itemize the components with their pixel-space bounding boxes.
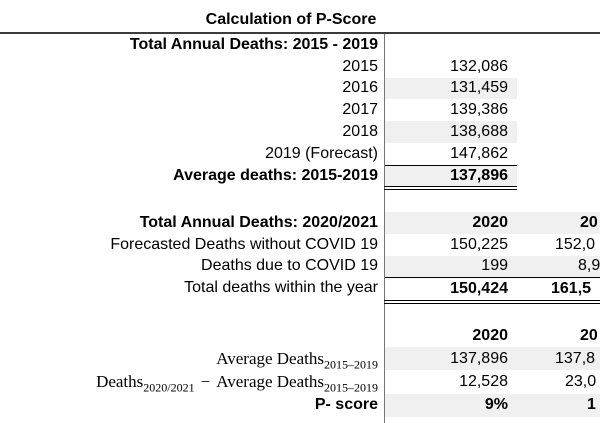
table-row: Forecasted Deaths without COVID 19 150,2… [0,234,600,256]
value-2021-cell[interactable]: 8,9 [517,255,600,278]
empty-cell[interactable] [517,121,600,143]
deaths-value-cell[interactable]: 131,459 [385,77,517,100]
year-label-cell[interactable]: 2018 [342,123,378,141]
formula-average-deaths-cell[interactable]: Average Deaths2015–2019 [0,347,385,370]
column-divider [384,34,385,423]
empty-cell[interactable] [0,324,385,347]
year-label-cell[interactable]: 2015 [342,57,378,75]
minus-operator: − [200,371,211,391]
table-row: 2016 131,459 [0,77,600,100]
average-deaths-value-cell[interactable]: 137,896 [385,164,517,187]
empty-cell[interactable] [517,165,600,187]
table-row-header: Total Annual Deaths: 2020/2021 2020 20 [0,212,600,234]
empty-cell[interactable] [517,34,600,56]
section-header-cell[interactable]: Total Annual Deaths: 2020/2021 [139,213,378,231]
p-score-2020-cell[interactable]: 9% [385,393,517,417]
table-row: Deaths2020/2021− Average Deaths2015–2019 … [0,370,600,393]
empty-cell[interactable] [517,143,600,165]
section-header-cell[interactable]: Total Annual Deaths: 2015 - 2019 [129,35,378,53]
total-2020-cell[interactable]: 150,424 [385,277,517,299]
formula-excess-deaths-cell[interactable]: Deaths2020/2021− Average Deaths2015–2019 [0,370,385,393]
sheet-title: Calculation of P-Score [205,11,377,28]
p-score-label-cell[interactable]: P- score [314,396,378,414]
formula-text: Average Deaths2015–2019 [216,348,378,371]
table-row-total: Average deaths: 2015-2019 137,896 [0,164,600,187]
empty-cell[interactable] [517,99,600,121]
table-row: 2015 132,086 [0,56,600,78]
row-label-cell[interactable]: Deaths due to COVID 19 [201,257,378,275]
deaths-value-cell[interactable]: 138,688 [385,121,517,143]
deaths-value-cell[interactable]: 147,862 [450,144,508,162]
table-row: 2019 (Forecast) 147,862 [0,143,600,165]
section-annual-deaths-2020-2021: Total Annual Deaths: 2020/2021 2020 20 F… [0,212,600,299]
table-row: 2018 138,688 [0,121,600,143]
double-rule [384,300,600,304]
section-p-score: 2020 20 Average Deaths2015–2019 137,896 … [0,324,600,417]
total-2021-cell[interactable]: 161,5 [517,277,600,299]
value-2021-cell[interactable]: 137,8 [517,347,600,371]
col-2021-header-cell[interactable]: 20 [517,212,600,234]
value-2020-cell[interactable]: 199 [385,255,517,278]
table-row: Average Deaths2015–2019 137,896 137,8 [0,347,600,371]
formula-text: Deaths2020/2021− Average Deaths2015–2019 [96,371,378,394]
table-row: 2017 139,386 [0,99,600,121]
row-label-cell[interactable]: Total deaths within the year [184,279,378,297]
row-label-cell[interactable]: Forecasted Deaths without COVID 19 [110,235,378,253]
year-label-cell[interactable]: 2017 [342,101,378,119]
empty-cell[interactable] [517,56,600,78]
empty-cell[interactable] [517,78,600,100]
value-2021-cell[interactable]: 23,0 [565,372,597,390]
table-row-total: P- score 9% 1 [0,393,600,417]
p-score-2021-cell[interactable]: 1 [517,393,600,417]
table-row: Total Annual Deaths: 2015 - 2019 [0,34,600,56]
table-row-total: Total deaths within the year 150,424 161… [0,277,600,299]
value-2021-cell[interactable]: 152,0 [555,235,596,253]
col-2020-header-cell[interactable]: 2020 [472,326,508,344]
double-rule [384,186,517,190]
section-annual-deaths-2015-2019: Total Annual Deaths: 2015 - 2019 2015 13… [0,34,600,187]
year-label-cell[interactable]: 2016 [342,79,378,97]
value-2020-cell[interactable]: 12,528 [459,372,508,390]
table-row-header: 2020 20 [0,324,600,347]
average-deaths-label-cell[interactable]: Average deaths: 2015-2019 [173,166,378,184]
year-label-cell[interactable]: 2019 (Forecast) [265,144,378,162]
value-2020-cell[interactable]: 150,225 [450,235,508,253]
table-row: Deaths due to COVID 19 199 8,9 [0,255,600,278]
col-2020-header-cell[interactable]: 2020 [385,212,517,234]
title-rule [0,32,600,34]
deaths-value-cell[interactable]: 139,386 [450,101,508,119]
deaths-value-cell[interactable]: 132,086 [450,57,508,75]
empty-cell[interactable] [385,34,517,56]
col-2021-header-cell[interactable]: 20 [580,326,598,344]
value-2020-cell[interactable]: 137,896 [385,347,517,371]
